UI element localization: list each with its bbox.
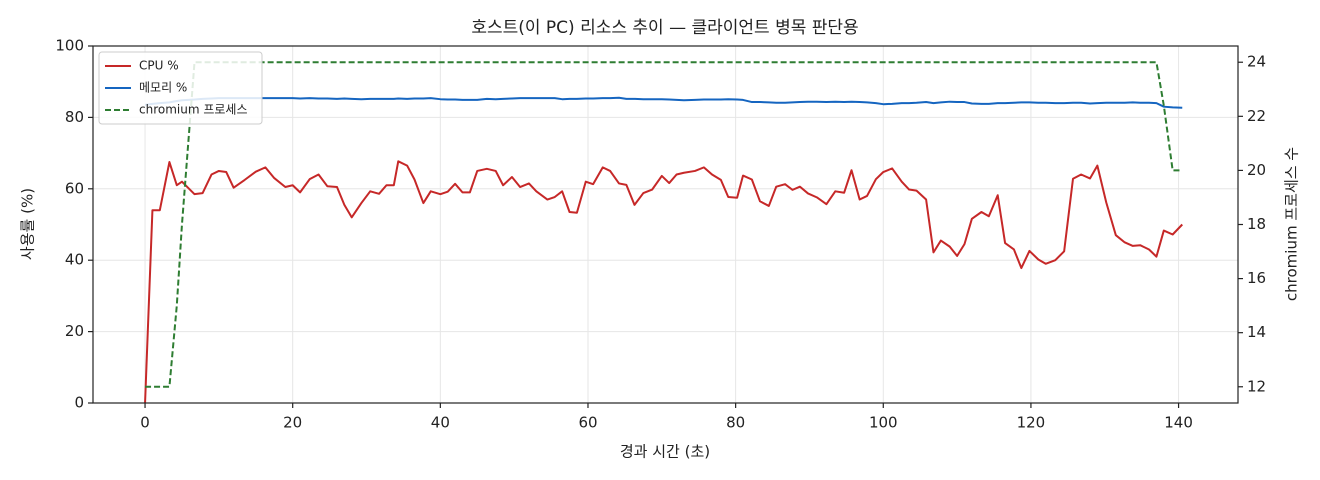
y2-tick-label: 16 [1247, 269, 1266, 287]
y2-tick-label: 22 [1247, 107, 1266, 125]
y-tick-label: 20 [65, 322, 84, 340]
y-tick-label: 0 [74, 394, 84, 412]
x-tick-label: 140 [1164, 414, 1193, 432]
y-axis-label: 사용률 (%) [19, 188, 37, 260]
x-tick-label: 40 [431, 414, 450, 432]
series-line [144, 96, 1183, 109]
y2-tick-label: 12 [1247, 377, 1266, 395]
x-axis-label: 경과 시간 (초) [620, 443, 710, 461]
y-tick-label: 40 [65, 251, 84, 269]
y-tick-label: 60 [65, 179, 84, 197]
x-tick-label: 100 [869, 414, 898, 432]
x-tick-label: 60 [578, 414, 597, 432]
y-tick-label: 100 [55, 37, 84, 55]
series-line [144, 160, 1183, 404]
y2-axis-label: chromium 프로세스 수 [1283, 147, 1301, 301]
x-tick-label: 20 [283, 414, 302, 432]
chart-title: 호스트(이 PC) 리소스 추이 — 클라이언트 병목 판단용 [471, 18, 858, 38]
plot-frame [92, 45, 1239, 404]
y2-tick-label: 14 [1247, 323, 1266, 341]
y2-tick-label: 24 [1247, 53, 1266, 71]
series-line [145, 61, 1183, 388]
x-tick-label: 0 [140, 414, 150, 432]
y-tick-label: 80 [65, 108, 84, 126]
legend-label: chromium 프로세스 [139, 103, 248, 117]
y2-tick-label: 18 [1247, 215, 1266, 233]
x-tick-label: 120 [1017, 414, 1046, 432]
legend-label: 메모리 % [139, 81, 187, 95]
y2-tick-label: 20 [1247, 161, 1266, 179]
legend-label: CPU % [139, 59, 179, 73]
x-tick-label: 80 [726, 414, 745, 432]
legend-box [98, 51, 263, 125]
